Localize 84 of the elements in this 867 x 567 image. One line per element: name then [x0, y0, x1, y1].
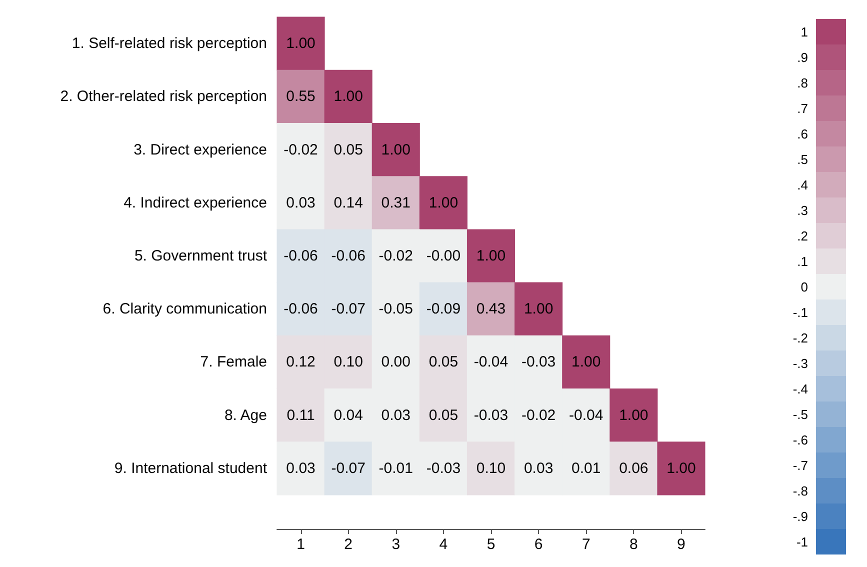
color-bar-label: .9: [797, 50, 808, 65]
data-label: 1.00: [428, 194, 458, 212]
data-label: -0.06: [331, 248, 366, 264]
x-tick-label: 2: [344, 536, 353, 553]
color-bar-label: .5: [797, 152, 808, 167]
data-label: 0.03: [286, 194, 316, 212]
data-label: 0.00: [381, 354, 410, 371]
data-label: -0.06: [284, 248, 318, 264]
x-tick-label: 4: [439, 536, 448, 553]
data-label: 1.00: [334, 88, 363, 106]
y-tick-label: 3. Direct experience: [134, 141, 267, 158]
data-label: 0.10: [334, 354, 363, 371]
data-label: 1.00: [286, 35, 316, 52]
color-bar-label: -1: [796, 534, 808, 550]
data-label: 1.00: [666, 460, 696, 477]
color-bar-label: -.2: [792, 330, 808, 346]
data-label: 1.00: [524, 300, 554, 318]
color-bar-label: -.7: [792, 458, 808, 473]
data-label: 0.31: [381, 194, 410, 212]
data-label: 0.10: [476, 460, 506, 477]
x-tick-label: 1: [296, 536, 305, 553]
data-label: 0.55: [286, 88, 316, 106]
data-label: 0.05: [334, 141, 363, 158]
data-label: -0.05: [378, 300, 413, 318]
color-bar-label: .8: [797, 75, 808, 90]
data-label: 0.11: [286, 406, 315, 424]
y-tick-label: 7. Female: [200, 354, 267, 371]
color-bar-label: .6: [797, 126, 808, 142]
data-label: -0.02: [378, 248, 413, 264]
color-bar-label: -.6: [792, 432, 808, 448]
data-label: 1.00: [476, 248, 506, 264]
color-bar-label: .1: [797, 254, 808, 269]
data-label: -0.00: [426, 248, 461, 264]
data-label: 0.03: [286, 460, 316, 477]
data-label: -0.04: [569, 406, 604, 424]
data-label: -0.02: [521, 406, 556, 424]
data-label: 1.00: [572, 354, 601, 371]
y-tick-label: 1. Self-related risk perception: [72, 35, 267, 52]
data-label: -0.04: [474, 354, 508, 371]
data-label: 0.06: [619, 460, 648, 477]
x-tick-label: 3: [392, 536, 400, 553]
x-tick-label: 6: [534, 536, 543, 553]
color-bar-label: -.8: [792, 483, 808, 498]
data-label: 0.05: [428, 354, 458, 371]
color-bar-label: -.3: [792, 356, 808, 371]
data-label: 1.00: [619, 406, 648, 424]
data-label: -0.03: [474, 406, 508, 424]
color-bar-label: -.4: [792, 381, 808, 396]
data-label: -0.03: [521, 354, 556, 371]
color-bar-label: .3: [797, 202, 808, 218]
data-label: 0.14: [334, 194, 363, 212]
data-label: 0.04: [334, 406, 363, 424]
data-label: 0.43: [476, 300, 506, 318]
y-tick-label: 6. Clarity communication: [102, 300, 267, 318]
data-label: 0.12: [286, 354, 316, 371]
data-label: -0.02: [284, 141, 318, 158]
data-label: 0.05: [428, 406, 458, 424]
color-bar-label: -.9: [792, 508, 808, 524]
data-label: -0.03: [426, 460, 461, 477]
x-tick-label: 5: [486, 536, 496, 553]
y-tick-label: 8. Age: [224, 406, 267, 424]
data-label: -0.06: [284, 300, 318, 318]
x-tick-label: 9: [677, 536, 686, 553]
y-tick-label: 5. Government trust: [134, 248, 268, 264]
x-tick-label: 7: [582, 536, 590, 553]
data-label: 0.03: [524, 460, 554, 477]
y-tick-label: 2. Other-related risk perception: [60, 88, 267, 106]
color-bar-label: -.5: [792, 406, 808, 422]
color-bar-label: .7: [797, 100, 808, 116]
y-tick-label: 4. Indirect experience: [124, 194, 267, 212]
data-label: 0.03: [381, 406, 410, 424]
data-label: 0.01: [572, 460, 601, 477]
y-tick-label: 9. International student: [114, 460, 268, 477]
data-label: 1.00: [381, 141, 410, 158]
data-label: -0.07: [331, 300, 366, 318]
data-label: -0.07: [331, 460, 366, 477]
color-bar-label: .4: [797, 177, 808, 192]
color-bar-label: -.1: [792, 304, 808, 320]
color-bar-label: 0: [800, 279, 808, 294]
color-bar-label: 1: [800, 24, 808, 40]
color-bar-label: .2: [797, 228, 808, 244]
x-tick-label: 8: [629, 536, 638, 553]
data-label: -0.01: [378, 460, 413, 477]
data-label: -0.09: [426, 300, 461, 318]
